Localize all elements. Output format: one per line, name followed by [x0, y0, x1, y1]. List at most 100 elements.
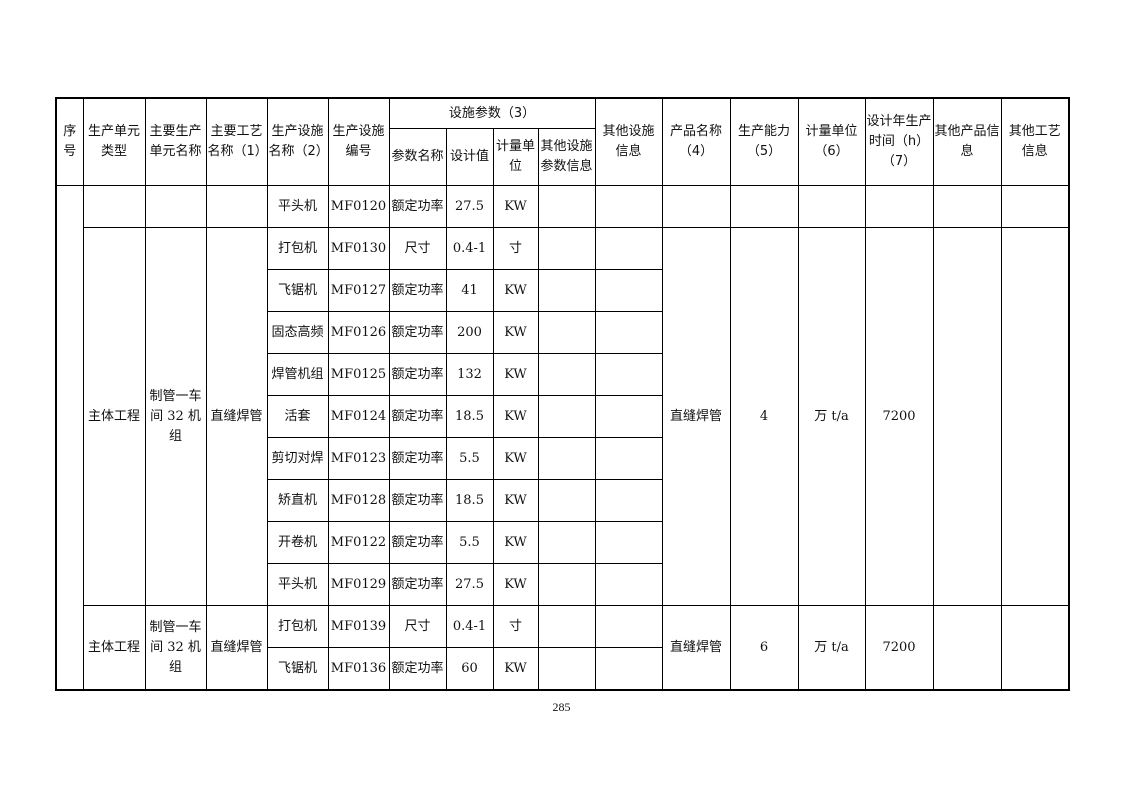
- facility-other-cell: [594, 395, 663, 438]
- param-unit-cell: KW: [492, 521, 539, 564]
- process-cell: 直缝焊管: [205, 605, 268, 691]
- seq-cell: [55, 185, 84, 691]
- facility-code-cell: MF0136: [327, 647, 390, 691]
- param-other-cell: [537, 311, 596, 354]
- facility-code-cell: MF0120: [327, 185, 390, 228]
- param-value-cell: 0.4-1: [445, 227, 494, 270]
- process-other-cell: [1000, 185, 1070, 228]
- facility-name-cell: 开卷机: [266, 521, 329, 564]
- process-cell: 直缝焊管: [205, 227, 268, 606]
- facility-other-cell: [594, 227, 663, 270]
- product-cell: 直缝焊管: [661, 605, 731, 691]
- param-name-cell: 额定功率: [388, 563, 447, 606]
- facility-name-cell: 打包机: [266, 605, 329, 648]
- capacity-cell: [729, 185, 799, 228]
- table-row: 矫直机 MF0128 额定功率 18.5 KW: [56, 479, 1069, 522]
- capacity-unit-cell: 万 t/a: [797, 605, 866, 691]
- param-value-cell: 41: [445, 269, 494, 312]
- table-row: 主体工程 制管一车间 32 机组 直缝焊管 打包机 MF0139 尺寸 0.4-1 寸直缝焊管…: [56, 605, 1070, 691]
- facility-other-cell: [594, 437, 663, 480]
- header-param-unit: 计量单位: [492, 128, 539, 186]
- header-param-other: 其他设施参数信息: [537, 128, 596, 186]
- header-params-group: 设施参数（3）: [388, 97, 596, 129]
- param-value-cell: 5.5: [445, 521, 494, 564]
- product-other-cell: [932, 185, 1002, 228]
- param-name-cell: 尺寸: [388, 605, 447, 648]
- param-value-cell: 5.5: [445, 437, 494, 480]
- product-cell: 直缝焊管: [661, 227, 731, 606]
- table-row: 飞锯机 MF0127 额定功率 41 KW: [56, 269, 1069, 312]
- param-other-cell: [537, 269, 596, 312]
- facility-other-cell: [594, 353, 663, 396]
- param-other-cell: [537, 395, 596, 438]
- table-body: 平头机 MF0120 额定功率 27.5 KW 主体工程 制管一车间 32 机组 直缝焊管 打包…: [55, 185, 1070, 691]
- facility-code-cell: MF0129: [327, 563, 390, 606]
- header-facility-name: 生产设施名称（2）: [266, 97, 329, 186]
- facility-name-cell: 平头机: [266, 185, 329, 228]
- param-name-cell: 额定功率: [388, 185, 447, 228]
- param-name-cell: 额定功率: [388, 437, 447, 480]
- header-product: 产品名称（4）: [661, 97, 731, 186]
- header-process: 主要工艺名称（1）: [205, 97, 268, 186]
- param-unit-cell: 寸: [492, 605, 539, 648]
- param-value-cell: 132: [445, 353, 494, 396]
- facility-code-cell: MF0126: [327, 311, 390, 354]
- facility-name-cell: 平头机: [266, 563, 329, 606]
- header-capacity-unit: 计量单位（6）: [797, 97, 866, 186]
- param-name-cell: 额定功率: [388, 269, 447, 312]
- product-other-cell: [932, 227, 1002, 606]
- facility-other-cell: [594, 647, 663, 691]
- facility-name-cell: 矫直机: [266, 479, 329, 522]
- param-value-cell: 18.5: [445, 395, 494, 438]
- table-row: 焊管机组 MF0125 额定功率 132 KW: [56, 353, 1069, 396]
- param-value-cell: 60: [445, 647, 494, 691]
- process-cell: [205, 185, 268, 228]
- product-cell: [661, 185, 731, 228]
- param-value-cell: 0.4-1: [445, 605, 494, 648]
- header-capacity: 生产能力（5）: [729, 97, 799, 186]
- facility-name-cell: 打包机: [266, 227, 329, 270]
- table-row: 固态高频 MF0126 额定功率 200 KW: [56, 311, 1069, 354]
- page-number: 285: [552, 700, 571, 714]
- header-process-other: 其他工艺信息: [1000, 97, 1070, 186]
- table-header: 序号 生产单元类型 主要生产单元名称 主要工艺名称（1） 生产设施名称（2） 生…: [55, 97, 1070, 186]
- header-unit-type: 生产单元类型: [82, 97, 146, 186]
- facility-code-cell: MF0128: [327, 479, 390, 522]
- facility-other-cell: [594, 185, 663, 228]
- param-value-cell: 27.5: [445, 185, 494, 228]
- hours-cell: 7200: [864, 605, 934, 691]
- header-seq: 序号: [55, 97, 84, 186]
- param-other-cell: [537, 647, 596, 691]
- table-row: 飞锯机 MF0136 额定功率 60 KW: [56, 647, 1069, 691]
- facility-code-cell: MF0122: [327, 521, 390, 564]
- param-unit-cell: KW: [492, 647, 539, 691]
- facility-code-cell: MF0127: [327, 269, 390, 312]
- table-row: 开卷机 MF0122 额定功率 5.5 KW: [56, 521, 1069, 564]
- param-unit-cell: KW: [492, 311, 539, 354]
- param-name-cell: 额定功率: [388, 353, 447, 396]
- facility-code-cell: MF0125: [327, 353, 390, 396]
- hours-cell: 7200: [864, 227, 934, 606]
- facility-other-cell: [594, 563, 663, 606]
- param-value-cell: 27.5: [445, 563, 494, 606]
- facility-code-cell: MF0123: [327, 437, 390, 480]
- table-row: 活套 MF0124 额定功率 18.5 KW: [56, 395, 1069, 438]
- param-other-cell: [537, 437, 596, 480]
- param-value-cell: 200: [445, 311, 494, 354]
- header-facility-code: 生产设施编号: [327, 97, 390, 186]
- header-param-name: 参数名称: [388, 128, 447, 186]
- header-facility-other: 其他设施信息: [594, 97, 663, 186]
- hours-cell: [864, 185, 934, 228]
- facility-name-cell: 飞锯机: [266, 647, 329, 691]
- facility-code-cell: MF0130: [327, 227, 390, 270]
- capacity-cell: 4: [729, 227, 799, 606]
- process-other-cell: [1000, 227, 1070, 606]
- facility-other-cell: [594, 479, 663, 522]
- facility-code-cell: MF0124: [327, 395, 390, 438]
- header-unit-name: 主要生产单元名称: [144, 97, 207, 186]
- param-other-cell: [537, 479, 596, 522]
- product-other-cell: [932, 605, 1002, 691]
- unit-type-cell: 主体工程: [82, 605, 146, 691]
- facility-other-cell: [594, 311, 663, 354]
- param-unit-cell: KW: [492, 479, 539, 522]
